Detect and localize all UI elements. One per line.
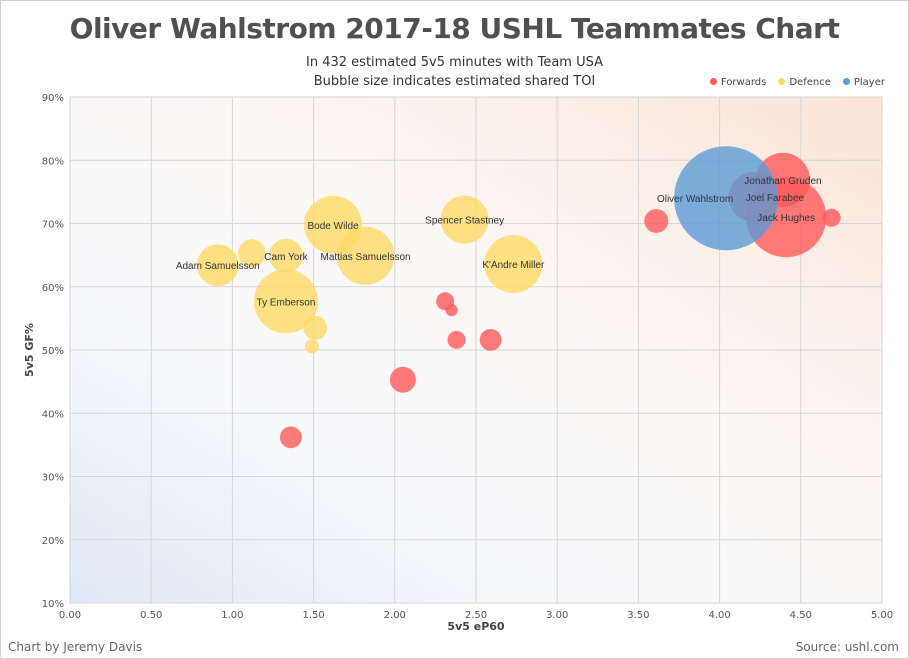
bubble-defence [253, 269, 319, 334]
bubble-defence [196, 244, 239, 287]
bubble-forwards [447, 330, 466, 349]
legend-item-player: Player [842, 77, 885, 88]
x-tick-label: 2.50 [465, 610, 487, 621]
bubble-label: Spencer Stastney [425, 216, 504, 227]
y-tick-label: 50% [42, 346, 64, 357]
bubble-defence [237, 239, 266, 268]
bubble-label: Jack Hughes [757, 213, 815, 224]
x-tick-label: 1.00 [221, 610, 243, 621]
x-tick-label: 3.00 [546, 610, 568, 621]
x-tick-label: 2.00 [384, 610, 406, 621]
legend-item-defence: Defence [778, 77, 831, 88]
player-swatch-icon [842, 78, 850, 85]
bubble-label: K'Andre Miller [482, 260, 545, 271]
chart-subtitle-1: In 432 estimated 5v5 minutes with Team U… [306, 55, 603, 70]
defence-swatch-icon [778, 78, 786, 85]
bubble-forwards [479, 328, 502, 351]
x-tick-label: 4.50 [790, 610, 812, 621]
bubble-label: Ty Emberson [257, 297, 316, 308]
x-tick-label: 3.50 [627, 610, 649, 621]
chart-source: Source: ushl.com [795, 640, 899, 654]
bubble-player [674, 146, 779, 251]
legend-item-forwards: Forwards [709, 77, 767, 88]
legend-label: Forwards [720, 77, 767, 88]
chart-credit: Chart by Jeremy Davis [8, 640, 143, 654]
bubble-label: Adam Samuelsson [176, 261, 260, 272]
y-tick-label: 80% [42, 156, 64, 167]
bubble-label: Jonathan Gruden [744, 176, 821, 187]
chart-title: Oliver Wahlstrom 2017-18 USHL Teammates … [69, 12, 840, 45]
bubble-defence [440, 195, 489, 244]
x-tick-label: 0.00 [59, 610, 81, 621]
x-tick-label: 1.50 [302, 610, 324, 621]
y-tick-label: 20% [42, 536, 64, 547]
bubble-defence [269, 238, 303, 273]
y-tick-label: 70% [42, 220, 64, 231]
bubble-defence [303, 315, 328, 340]
bubble-defence [336, 226, 395, 285]
bubble-defence [304, 339, 320, 354]
bubble-label: Bode Wilde [308, 221, 360, 232]
x-tick-label: 0.50 [140, 610, 162, 621]
y-tick-label: 10% [42, 599, 64, 610]
legend-label: Defence [789, 77, 831, 88]
forwards-swatch-icon [709, 78, 717, 85]
x-tick-label: 4.00 [708, 610, 730, 621]
legend-label: Player [853, 77, 885, 88]
x-axis-label: 5v5 eP60 [447, 620, 504, 633]
y-tick-label: 30% [42, 473, 64, 484]
bubble-forwards [445, 304, 458, 317]
bubble-label: Mattias Samuelsson [321, 252, 411, 263]
bubble-forwards [279, 426, 302, 449]
y-tick-label: 90% [42, 93, 64, 104]
bubble-forwards [644, 208, 669, 233]
bubble-forwards [822, 208, 841, 227]
legend: Forwards Defence Player [709, 77, 885, 88]
bubble-defence [484, 235, 543, 293]
x-tick-label: 5.00 [871, 610, 893, 621]
bubble-label: Cam York [264, 252, 308, 263]
chart-subtitle-2: Bubble size indicates estimated shared T… [313, 74, 596, 89]
y-tick-label: 40% [42, 409, 64, 420]
bubble-forwards [389, 366, 416, 393]
y-axis-label: 5v5 GF% [23, 323, 36, 377]
bubble-label: Oliver Wahlstrom [657, 194, 733, 205]
y-tick-label: 60% [42, 283, 64, 294]
bubble-label: Joel Farabee [746, 193, 805, 204]
